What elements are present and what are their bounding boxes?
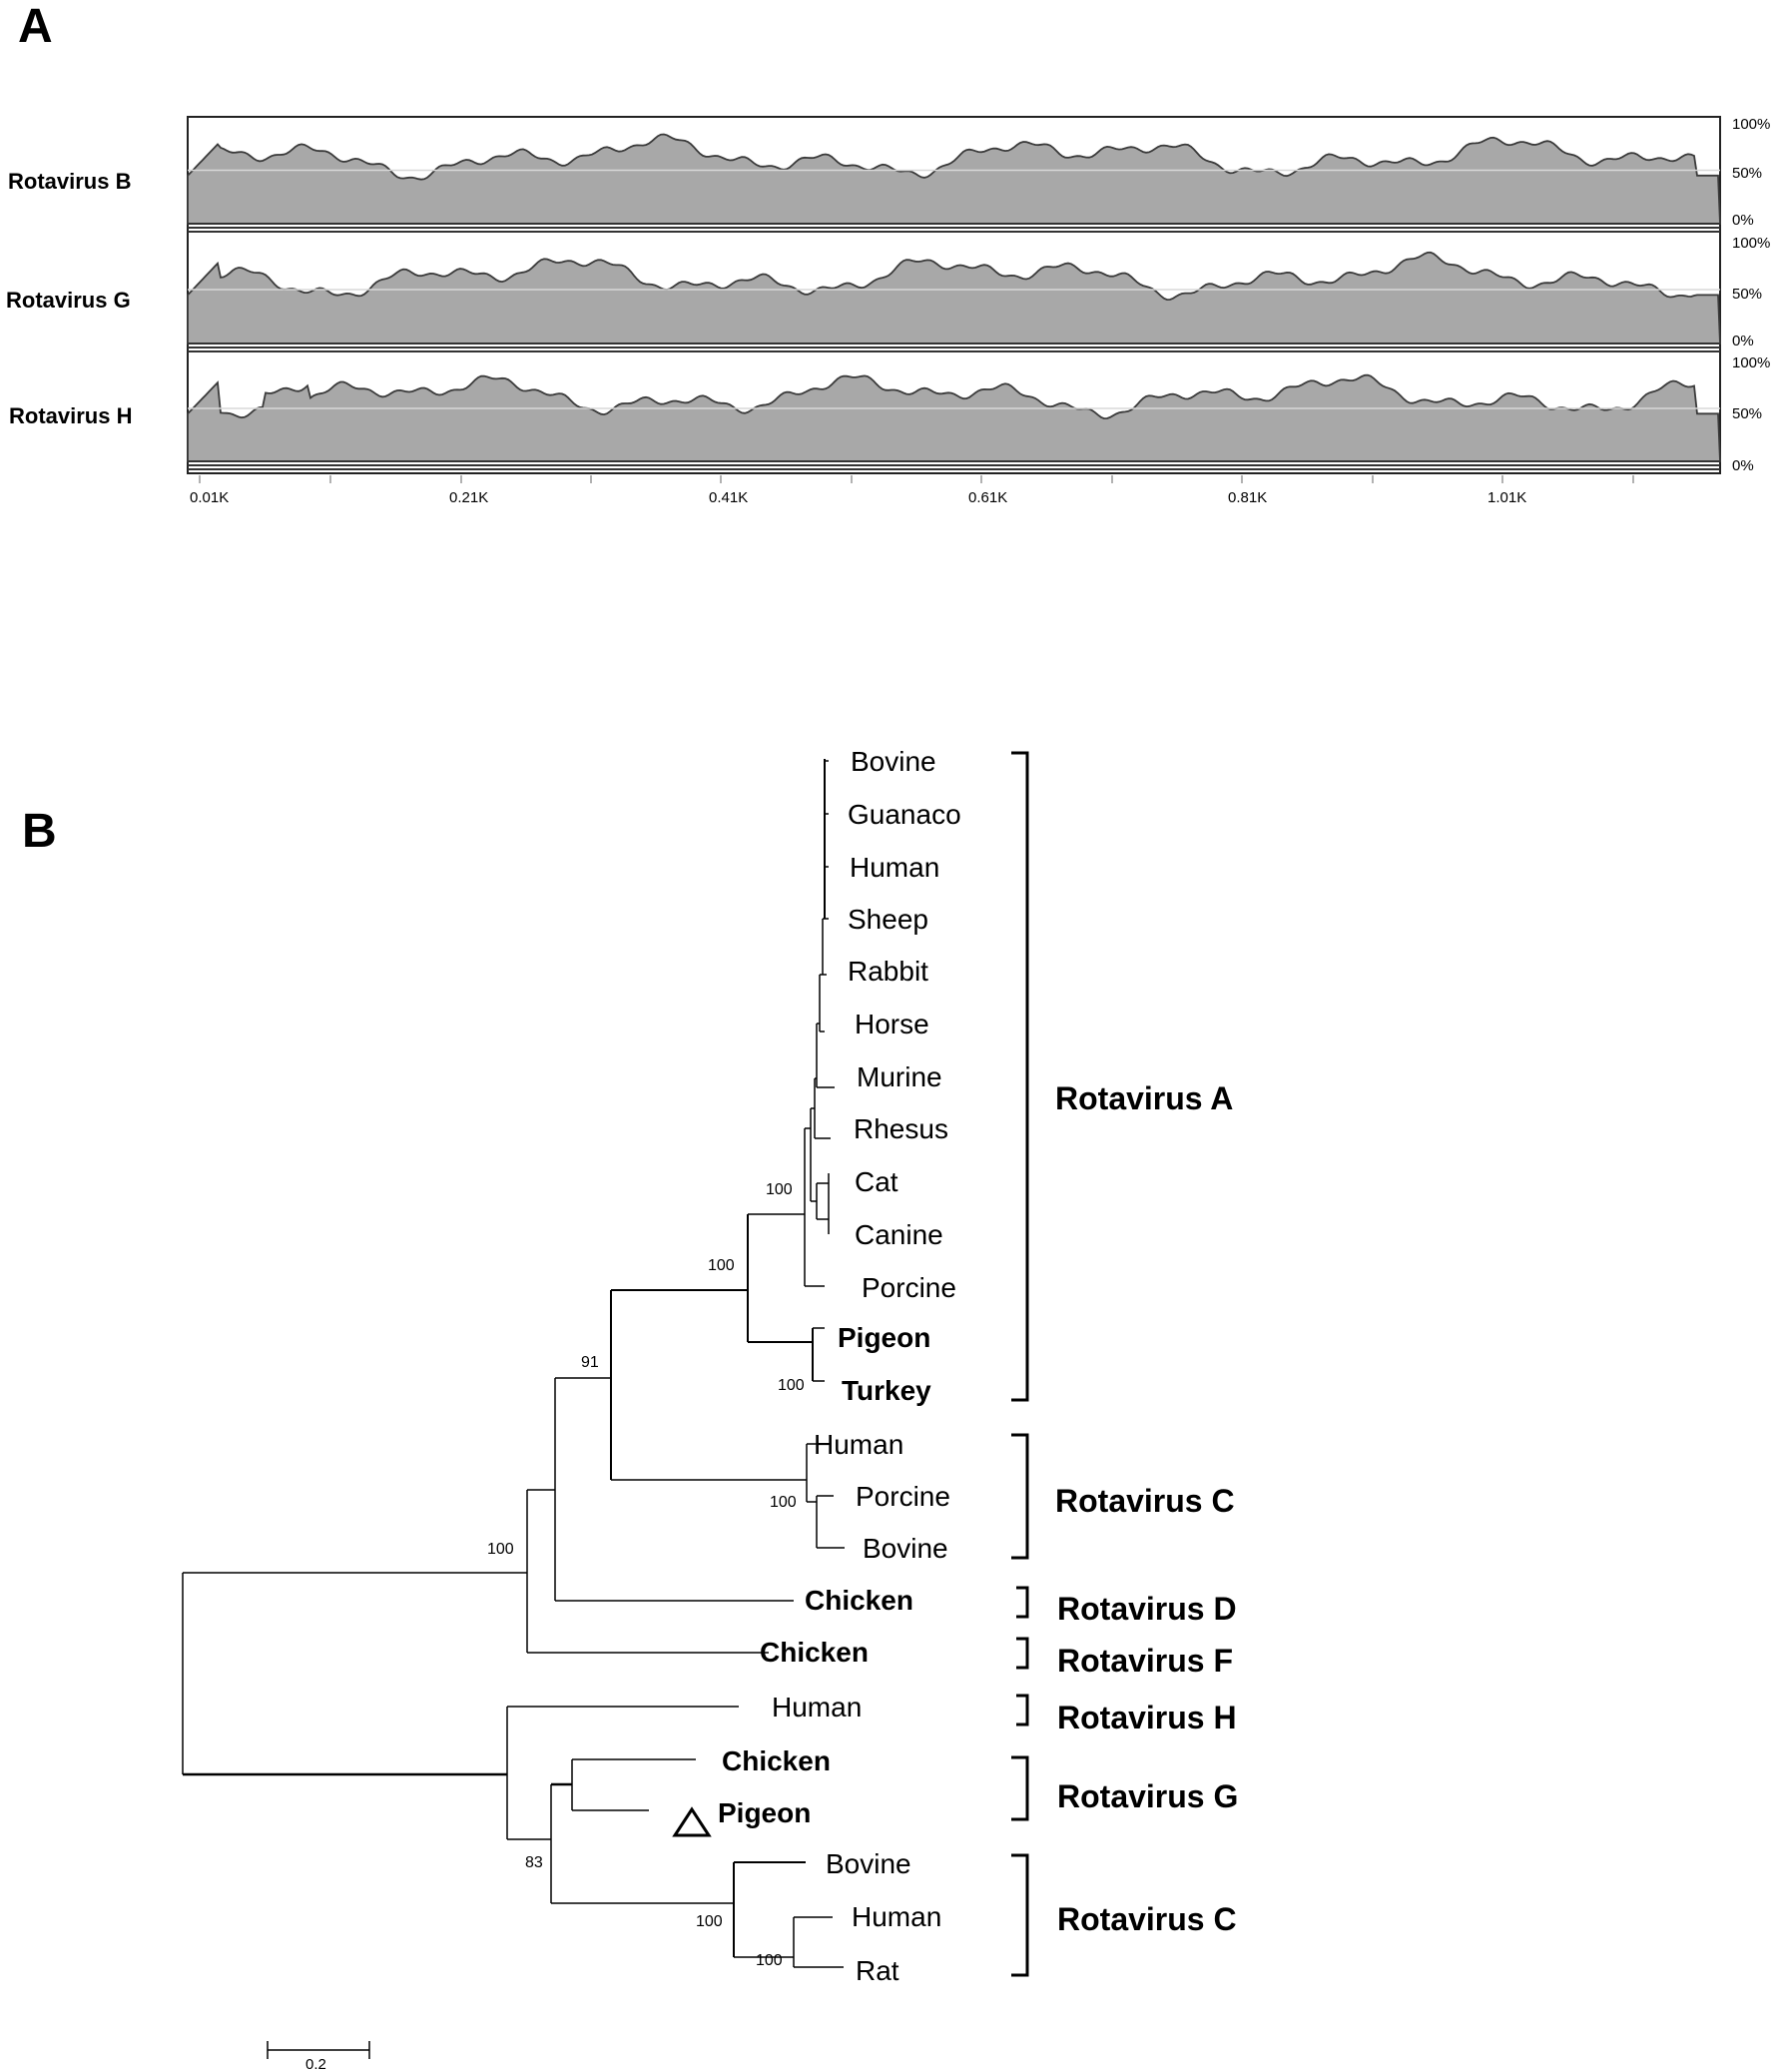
pct-100-b: 100%: [1732, 116, 1770, 133]
taxon-label: Chicken: [805, 1585, 913, 1616]
group-label-rotavirus-c-lower: Rotavirus C: [1057, 1901, 1237, 1937]
bracket-rotavirus-a: [1011, 751, 1029, 1402]
pct-100-h: 100%: [1732, 354, 1770, 371]
x-axis: 0.01K 0.21K 0.41K 0.61K 0.81K 1.01K: [190, 475, 1634, 506]
bootstrap-value: 100: [708, 1257, 735, 1274]
taxon-label: Rhesus: [854, 1113, 948, 1144]
taxon-label: Turkey: [842, 1375, 931, 1406]
group-label-rotavirus-h: Rotavirus H: [1057, 1700, 1237, 1735]
pct-0-b: 0%: [1732, 212, 1754, 229]
x-tick-label: 0.81K: [1228, 489, 1267, 506]
taxon-label: Porcine: [862, 1272, 956, 1303]
taxon-label: Bovine: [851, 746, 936, 777]
similarity-profile: [187, 133, 1721, 225]
x-tick-label: 0.21K: [449, 489, 488, 506]
similarity-profile: [187, 373, 1721, 462]
similarity-profile: [187, 251, 1721, 345]
group-label-rotavirus-f: Rotavirus F: [1057, 1643, 1233, 1679]
bootstrap-value: 100: [487, 1541, 514, 1558]
bootstrap-value: 100: [756, 1952, 783, 1969]
taxon-labels: Bovine Guanaco Human Sheep Rabbit Horse Murine…: [718, 746, 961, 1986]
taxon-label: Cat: [855, 1166, 898, 1197]
taxon-label: Horse: [855, 1009, 929, 1039]
bracket-rotavirus-d: [1016, 1586, 1029, 1619]
bootstrap-value: 100: [696, 1913, 723, 1930]
bootstrap-value: 83: [525, 1854, 543, 1871]
taxon-label: Human: [814, 1429, 903, 1460]
bootstrap-value: 100: [778, 1377, 805, 1394]
panel-b-label: B: [22, 805, 57, 858]
x-tick-label: 0.01K: [190, 489, 229, 506]
track-label-h: Rotavirus H: [9, 403, 132, 428]
taxon-label: Bovine: [826, 1848, 911, 1879]
group-brackets: [1011, 751, 1029, 1977]
pct-100-g: 100%: [1732, 235, 1770, 252]
bracket-rotavirus-c-upper: [1011, 1433, 1029, 1560]
group-label-rotavirus-d: Rotavirus D: [1057, 1591, 1237, 1627]
pct-50-h: 50%: [1732, 405, 1762, 422]
taxon-label: Guanaco: [848, 799, 961, 830]
x-tick-label: 0.61K: [968, 489, 1007, 506]
similarity-tracks: [187, 133, 1721, 470]
bootstrap-value: 100: [766, 1181, 793, 1198]
track-label-g: Rotavirus G: [6, 288, 131, 313]
taxon-label: Human: [850, 852, 939, 883]
taxon-label: Sheep: [848, 904, 928, 935]
pct-0-h: 0%: [1732, 457, 1754, 474]
triangle-marker-icon: [672, 1806, 712, 1837]
group-label-rotavirus-c-upper: Rotavirus C: [1055, 1483, 1235, 1519]
scale-bar-label: 0.2: [305, 2056, 326, 2072]
taxon-label: Canine: [855, 1219, 943, 1250]
taxon-label: Human: [852, 1901, 941, 1932]
group-label-rotavirus-a: Rotavirus A: [1055, 1080, 1233, 1116]
pct-50-g: 50%: [1732, 286, 1762, 303]
pct-0-g: 0%: [1732, 333, 1754, 349]
bootstrap-value: 91: [581, 1354, 599, 1371]
pct-50-b: 50%: [1732, 165, 1762, 182]
bracket-rotavirus-h: [1016, 1694, 1029, 1727]
phylogenetic-tree: [182, 759, 845, 1968]
bracket-rotavirus-g: [1011, 1755, 1029, 1821]
taxon-label: Pigeon: [718, 1797, 811, 1828]
panel-a-frame: [187, 116, 1721, 474]
bracket-rotavirus-c-lower: [1011, 1853, 1029, 1977]
taxon-label: Chicken: [760, 1637, 869, 1668]
x-tick-label: 0.41K: [709, 489, 748, 506]
group-label-rotavirus-g: Rotavirus G: [1057, 1778, 1238, 1814]
taxon-label: Pigeon: [838, 1322, 930, 1353]
taxon-label: Porcine: [856, 1481, 950, 1512]
scale-bar: [267, 2041, 370, 2059]
taxon-label: Murine: [857, 1061, 942, 1092]
taxon-label: Rabbit: [848, 956, 928, 987]
bracket-rotavirus-f: [1016, 1637, 1029, 1670]
track-label-b: Rotavirus B: [8, 169, 131, 194]
panel-a-label: A: [18, 0, 53, 53]
taxon-label: Human: [772, 1692, 862, 1723]
bootstrap-value: 100: [770, 1494, 797, 1511]
taxon-label: Rat: [856, 1955, 899, 1986]
taxon-label: Chicken: [722, 1745, 831, 1776]
x-tick-label: 1.01K: [1487, 489, 1526, 506]
taxon-label: Bovine: [863, 1533, 948, 1564]
